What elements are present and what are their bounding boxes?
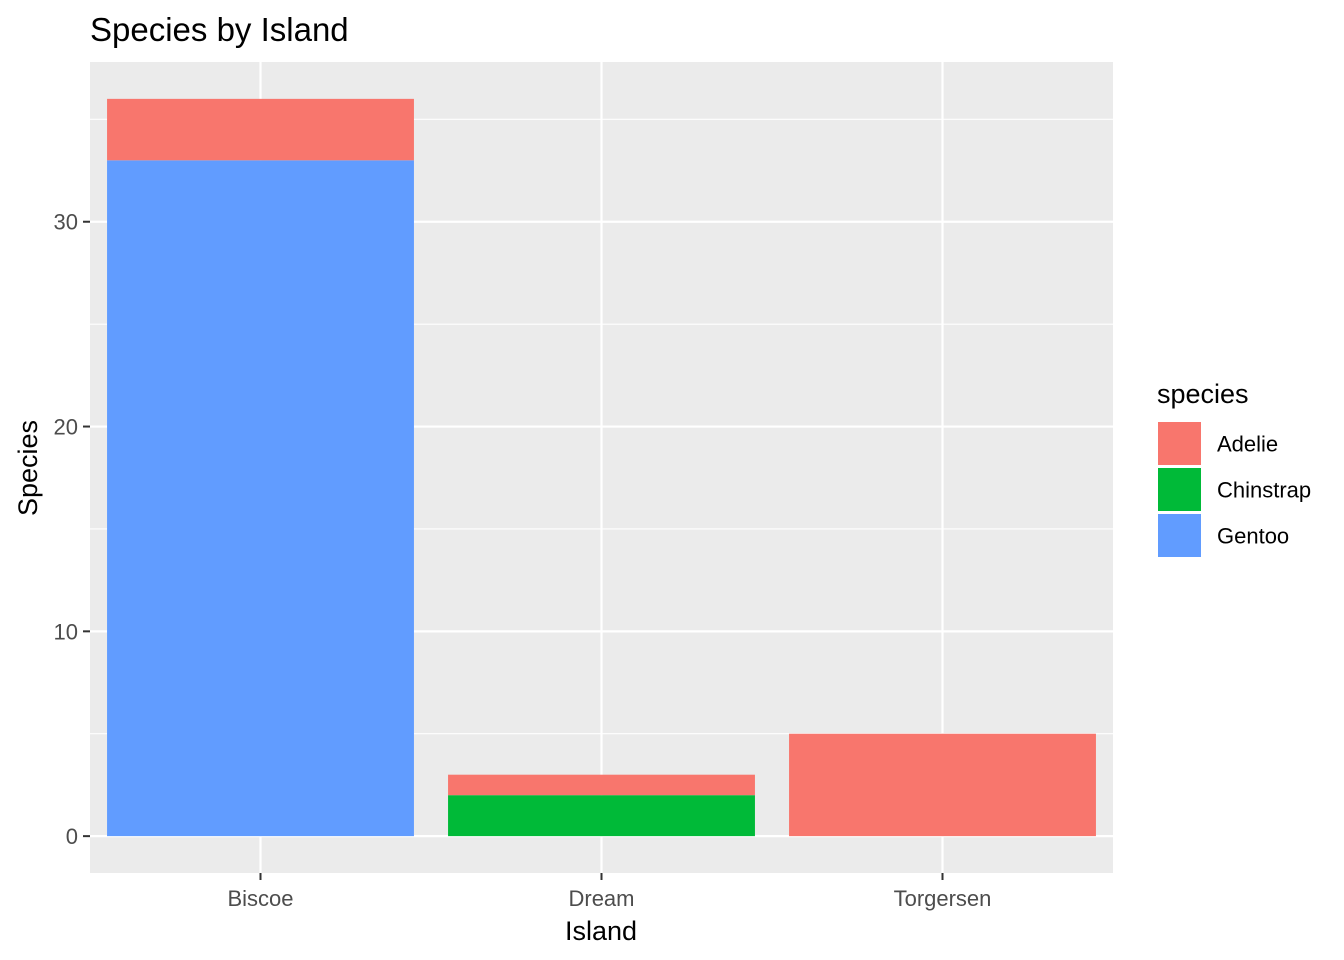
bar-dream-chinstrap xyxy=(448,795,755,837)
bar-biscoe-adelie xyxy=(107,98,414,161)
legend-swatch-chinstrap xyxy=(1158,468,1201,511)
bar-torgersen-adelie xyxy=(789,733,1096,837)
y-axis-title: Species xyxy=(13,420,43,516)
y-tick-label: 10 xyxy=(54,619,78,644)
bar-biscoe-gentoo xyxy=(107,160,414,837)
legend-swatch-adelie xyxy=(1158,422,1201,465)
x-axis-title: Island xyxy=(565,916,637,946)
chart-title: Species by Island xyxy=(90,11,349,48)
bar-dream-adelie xyxy=(448,774,755,796)
x-tick-label: Dream xyxy=(568,886,634,911)
legend-title: species xyxy=(1157,379,1249,409)
x-tick-label: Torgersen xyxy=(894,886,992,911)
bars xyxy=(107,98,1096,837)
x-tick-label: Biscoe xyxy=(227,886,293,911)
legend-label-adelie: Adelie xyxy=(1217,432,1278,457)
y-tick-label: 0 xyxy=(66,824,78,849)
legend-swatch-gentoo xyxy=(1158,514,1201,557)
legend-items: Adelie Chinstrap Gentoo xyxy=(1158,422,1311,557)
legend-label-gentoo: Gentoo xyxy=(1217,524,1289,549)
y-tick-label: 20 xyxy=(54,415,78,440)
axes: 0 10 20 30 Biscoe Dream Torgersen xyxy=(54,210,992,911)
legend-label-chinstrap: Chinstrap xyxy=(1217,478,1311,503)
legend: species Adelie Chinstrap Gentoo xyxy=(1157,379,1311,557)
y-tick-label: 30 xyxy=(54,210,78,235)
